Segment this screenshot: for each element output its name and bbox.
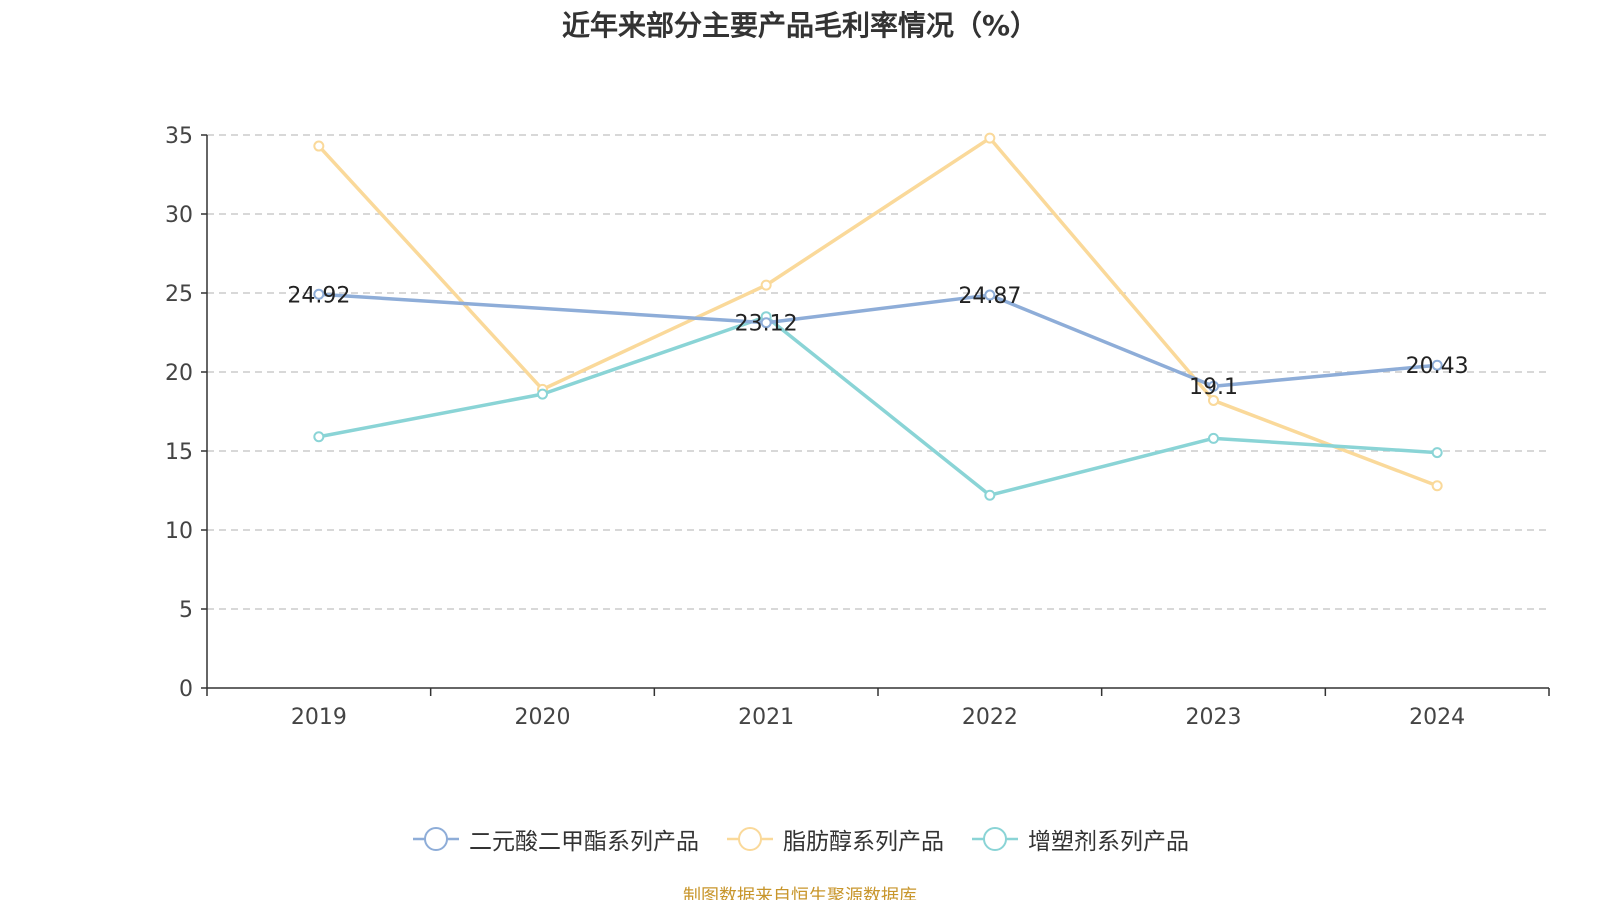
legend-swatch-marker-1	[738, 827, 762, 851]
series-0-data-label-0: 24.92	[287, 283, 350, 308]
legend-swatch-0	[413, 827, 459, 851]
y-tick-label-7: 35	[165, 124, 193, 149]
legend-label-0: 二元酸二甲酯系列产品	[469, 829, 699, 855]
series-0-point-4	[1208, 380, 1219, 392]
y-tick-label-4: 20	[165, 361, 193, 386]
label-layer: 24.92 23.12 24.87 19.1 20.43	[287, 283, 1468, 400]
y-tick-label-2: 10	[165, 519, 193, 544]
legend-swatch-marker-2	[983, 827, 1007, 851]
y-tick-label-1: 5	[179, 598, 193, 623]
x-tick-label-3: 2022	[962, 705, 1018, 730]
series-0-data-label-2: 23.12	[735, 312, 798, 337]
series-0-point-0	[313, 288, 325, 300]
series-0-data-label-4: 19.1	[1189, 375, 1238, 400]
y-tick-label-0: 0	[179, 677, 193, 702]
series-2-point-4	[1208, 432, 1219, 444]
series-2-point-0	[313, 431, 325, 443]
x-tick-label-0: 2019	[291, 705, 347, 730]
series-line-1	[317, 136, 1438, 488]
series-1-point-0	[313, 140, 325, 152]
y-tick-label-3: 15	[165, 440, 193, 465]
series-1-point-3	[984, 132, 996, 144]
series-0-data-label-5: 20.43	[1406, 354, 1469, 379]
series-line-2	[318, 314, 1438, 497]
series-1-point-4	[1208, 394, 1219, 406]
legend: 二元酸二甲酯系列产品 脂肪醇系列产品 增塑剂系列产品	[0, 822, 1600, 856]
series-layer	[313, 132, 1443, 501]
axis-layer: 0 5 10 15 20 25 30 35 2019 2020 2021 2022 2023 2024	[165, 124, 1550, 730]
legend-swatch-1	[727, 827, 773, 851]
y-tick-label-5: 25	[165, 282, 193, 307]
series-0-point-5	[1431, 359, 1443, 371]
series-0-data-label-3: 24.87	[958, 284, 1021, 309]
line-chart: 0 5 10 15 20 25 30 35 2019 2020 2021 2022 2023 2024 2…	[165, 124, 1550, 730]
legend-swatch-marker-0	[424, 827, 448, 851]
legend-swatch-2	[972, 827, 1018, 851]
x-tick-label-2: 2021	[738, 705, 794, 730]
legend-label-2: 增塑剂系列产品	[1028, 829, 1189, 855]
chart-title: 近年来部分主要产品毛利率情况（%）	[561, 9, 1039, 42]
series-1-point-2	[760, 279, 772, 291]
series-2-point-5	[1431, 447, 1443, 459]
series-2-point-3	[984, 489, 996, 501]
series-0-point-2	[760, 317, 772, 329]
series-1-point-5	[1431, 480, 1443, 492]
x-tick-label-4: 2023	[1186, 705, 1242, 730]
legend-label-1: 脂肪醇系列产品	[783, 829, 944, 855]
legend-item-1[interactable]: 脂肪醇系列产品	[725, 822, 944, 856]
x-tick-label-5: 2024	[1409, 705, 1465, 730]
source-note: 制图数据来自恒生聚源数据库	[683, 886, 917, 900]
series-0-point-3	[984, 289, 996, 301]
legend-item-2[interactable]: 增塑剂系列产品	[970, 822, 1189, 856]
series-2-point-1	[537, 388, 548, 400]
x-tick-label-1: 2020	[515, 705, 571, 730]
legend-item-0[interactable]: 二元酸二甲酯系列产品	[411, 822, 699, 856]
grid-layer	[207, 134, 1549, 610]
y-tick-label-6: 30	[165, 203, 193, 228]
